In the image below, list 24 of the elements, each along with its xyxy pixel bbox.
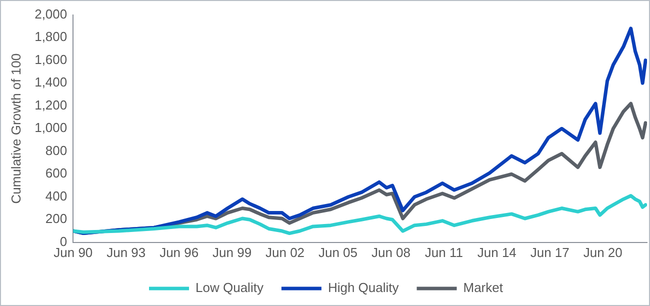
legend-label: Market (463, 280, 504, 296)
y-tick-label: 200 (45, 211, 68, 226)
x-tick-label: Jun 99 (212, 244, 252, 260)
legend-label: Low Quality (196, 280, 264, 296)
y-tick-label: 1,400 (34, 74, 68, 90)
x-tick-label: Jun 96 (160, 244, 199, 260)
y-tick-label: 600 (45, 166, 68, 181)
x-tick-label: Jun 17 (530, 244, 570, 260)
y-tick-label: 800 (45, 142, 68, 158)
y-tick-label: 1,200 (34, 97, 68, 112)
y-tick-label: 400 (45, 188, 68, 204)
x-tick-label: Jun 14 (477, 244, 516, 260)
x-tick-label: Jun 93 (106, 244, 146, 260)
y-tick-label: 1,000 (34, 120, 68, 136)
y-tick-label: 2,000 (34, 6, 68, 22)
y-tick-label: 1,800 (34, 29, 68, 44)
x-tick-label: Jun 20 (583, 244, 622, 260)
x-tick-label: Jun 11 (424, 244, 463, 260)
y-tick-label: 1,600 (34, 52, 68, 67)
x-tick-label: Jun 08 (371, 244, 411, 260)
y-axis-title: Cumulative Growth of 100 (8, 53, 24, 204)
x-tick-label: Jun 02 (265, 244, 305, 260)
x-tick-label: Jun 05 (318, 244, 358, 260)
legend-label: High Quality (328, 280, 400, 296)
